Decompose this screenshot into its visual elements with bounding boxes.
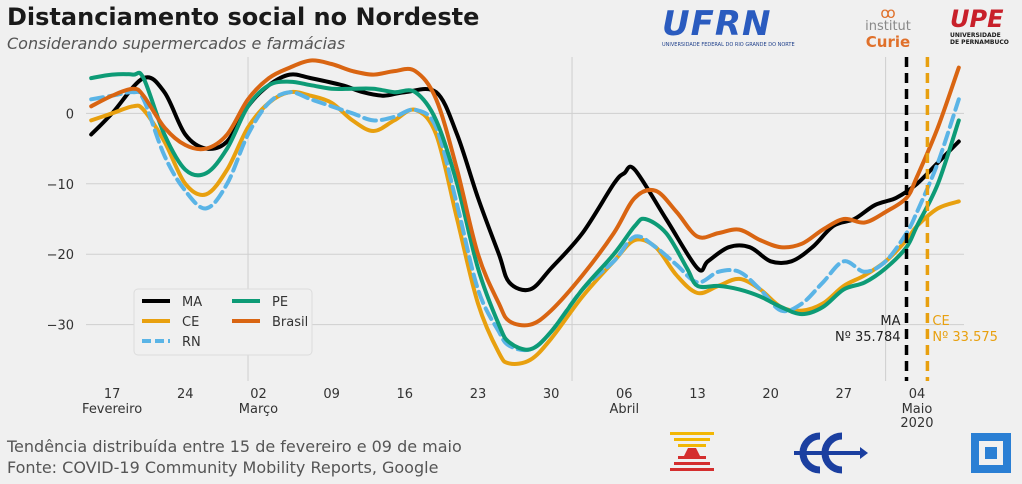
legend-label-rn: RN xyxy=(182,335,201,350)
legend-label-pe: PE xyxy=(272,295,288,310)
ufrn-logo-caption: UNIVERSIDADE FEDERAL DO RIO GRANDE DO NO… xyxy=(662,42,795,48)
y-tick-label: −20 xyxy=(47,248,74,263)
chart-title: Distanciamento social no Nordeste xyxy=(7,3,480,31)
event-label-ma: MA xyxy=(880,314,900,329)
legend-label-brasil: Brasil xyxy=(272,315,308,330)
x-month-label: Abril xyxy=(609,402,639,417)
curie-icon: ꝏ xyxy=(880,4,896,22)
chart-subtitle: Considerando supermercados e farmácias xyxy=(7,34,346,53)
y-tick-label: −10 xyxy=(47,178,74,193)
upe-logo-line1: UNIVERSIDADE xyxy=(950,32,1001,39)
event-count-ma: Nº 35.784 xyxy=(835,330,900,345)
x-tick-label: 06 xyxy=(616,387,633,402)
x-tick-label: 13 xyxy=(689,387,706,402)
square-logo-icon xyxy=(971,433,1011,473)
x-month-label: Maio xyxy=(902,402,933,417)
series-line-brasil xyxy=(89,58,961,328)
upe-logo-line2: DE PERNAMBUCO xyxy=(950,39,1009,46)
cheers-logo-icon xyxy=(670,432,714,471)
upe-logo: UPE UNIVERSIDADE DE PERNAMBUCO xyxy=(950,6,1020,52)
y-tick-label: −30 xyxy=(47,319,74,334)
x-tick-label: 17 xyxy=(104,387,121,402)
series-line-ce xyxy=(89,89,961,366)
curie-logo-line2: Curie xyxy=(865,33,911,51)
ufrn-logo: UFRN UNIVERSIDADE FEDERAL DO RIO GRANDE … xyxy=(662,4,796,48)
x-month-label: Março xyxy=(239,402,278,417)
footer-source: Fonte: COVID-19 Community Mobility Repor… xyxy=(7,458,439,477)
x-tick-label: 02 xyxy=(250,387,267,402)
legend-label-ce: CE xyxy=(182,315,199,330)
event-count-ce: Nº 33.575 xyxy=(932,330,997,345)
x-tick-label: 27 xyxy=(836,387,853,402)
upe-logo-mark: UPE xyxy=(950,5,1004,33)
x-tick-label: 30 xyxy=(543,387,560,402)
x-tick-label: 23 xyxy=(470,387,487,402)
series-line-pe xyxy=(89,70,961,352)
ufrn-logo-mark: UFRN xyxy=(662,4,772,44)
legend-box xyxy=(133,288,313,356)
x-tick-label: 04 xyxy=(909,387,926,402)
x-month-label: 2020 xyxy=(900,416,933,431)
x-tick-label: 24 xyxy=(177,387,194,402)
series-line-rn xyxy=(89,89,961,353)
legend-label-ma: MA xyxy=(182,295,202,310)
curie-logo-line1: institut xyxy=(865,19,911,34)
x-tick-label: 09 xyxy=(323,387,340,402)
institut-curie-logo: ꝏ institut Curie xyxy=(858,6,918,54)
x-month-label: Fevereiro xyxy=(82,402,142,417)
y-tick-label: 0 xyxy=(66,107,74,122)
series-line-ma xyxy=(89,72,961,293)
event-label-ce: CE xyxy=(932,314,949,329)
cc-logo-icon xyxy=(794,432,868,474)
x-tick-label: 20 xyxy=(762,387,779,402)
x-tick-label: 16 xyxy=(397,387,414,402)
footer-trend-note: Tendência distribuída entre 15 de fevere… xyxy=(7,437,462,456)
